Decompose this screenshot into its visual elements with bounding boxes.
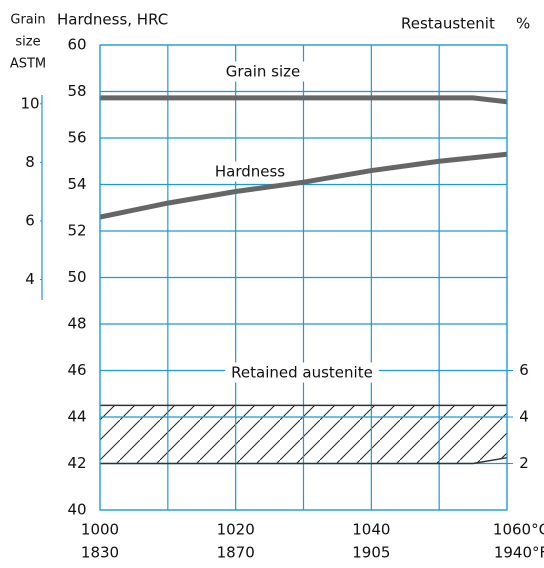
y-tick-label: 58	[67, 82, 86, 100]
line	[100, 95, 508, 105]
y3-tick-label: 6	[25, 211, 35, 229]
annotation: Retained austenite	[231, 364, 373, 382]
y3-tick-label: 10	[20, 94, 39, 112]
y2-tick-label: 2	[519, 454, 529, 472]
y3-tick-label: 4	[25, 270, 35, 288]
annotation-bg	[219, 61, 307, 82]
y-tick-label: 50	[67, 268, 86, 286]
y-tick-label: 42	[67, 454, 86, 472]
band-edge	[100, 456, 508, 465]
y2-unit: %	[516, 15, 530, 33]
plot-border	[99, 44, 508, 511]
x2-tick-label: 1870	[217, 544, 255, 562]
y-tick-label: 40	[67, 501, 86, 519]
y3-label: ASTM	[10, 57, 46, 72]
y2-tick-label: 6	[519, 361, 529, 379]
line	[99, 151, 508, 220]
annotation-bg	[208, 161, 292, 182]
x-tick-label: 1060°C	[493, 521, 544, 539]
x-tick-label: 1020	[217, 521, 255, 539]
x2-tick-label: 1940°F	[494, 544, 544, 562]
x2-tick-label: 1905	[352, 544, 390, 562]
y-tick-label: 48	[67, 315, 86, 333]
y-tick-label: 56	[67, 129, 86, 147]
y3-tick-label: 8	[25, 153, 35, 171]
y3-label: size	[15, 35, 40, 50]
y-label: Hardness, HRC	[57, 11, 168, 29]
y2-label: Restaustenit	[401, 15, 495, 33]
y-tick-label: 60	[67, 36, 86, 54]
y-tick-label: 44	[67, 408, 86, 426]
annotation: Grain size	[226, 63, 301, 81]
annotation-bg	[225, 362, 379, 383]
y-tick-label: 46	[67, 361, 86, 379]
annotation: Hardness	[215, 163, 285, 181]
y3-label: Grain	[10, 13, 45, 28]
y-tick-label: 54	[67, 175, 86, 193]
x2-tick-label: 1830	[81, 544, 119, 562]
y2-tick-label: 4	[519, 408, 529, 426]
x-tick-label: 1040	[352, 521, 390, 539]
x-tick-label: 1000	[81, 521, 119, 539]
y-tick-label: 52	[67, 222, 86, 240]
